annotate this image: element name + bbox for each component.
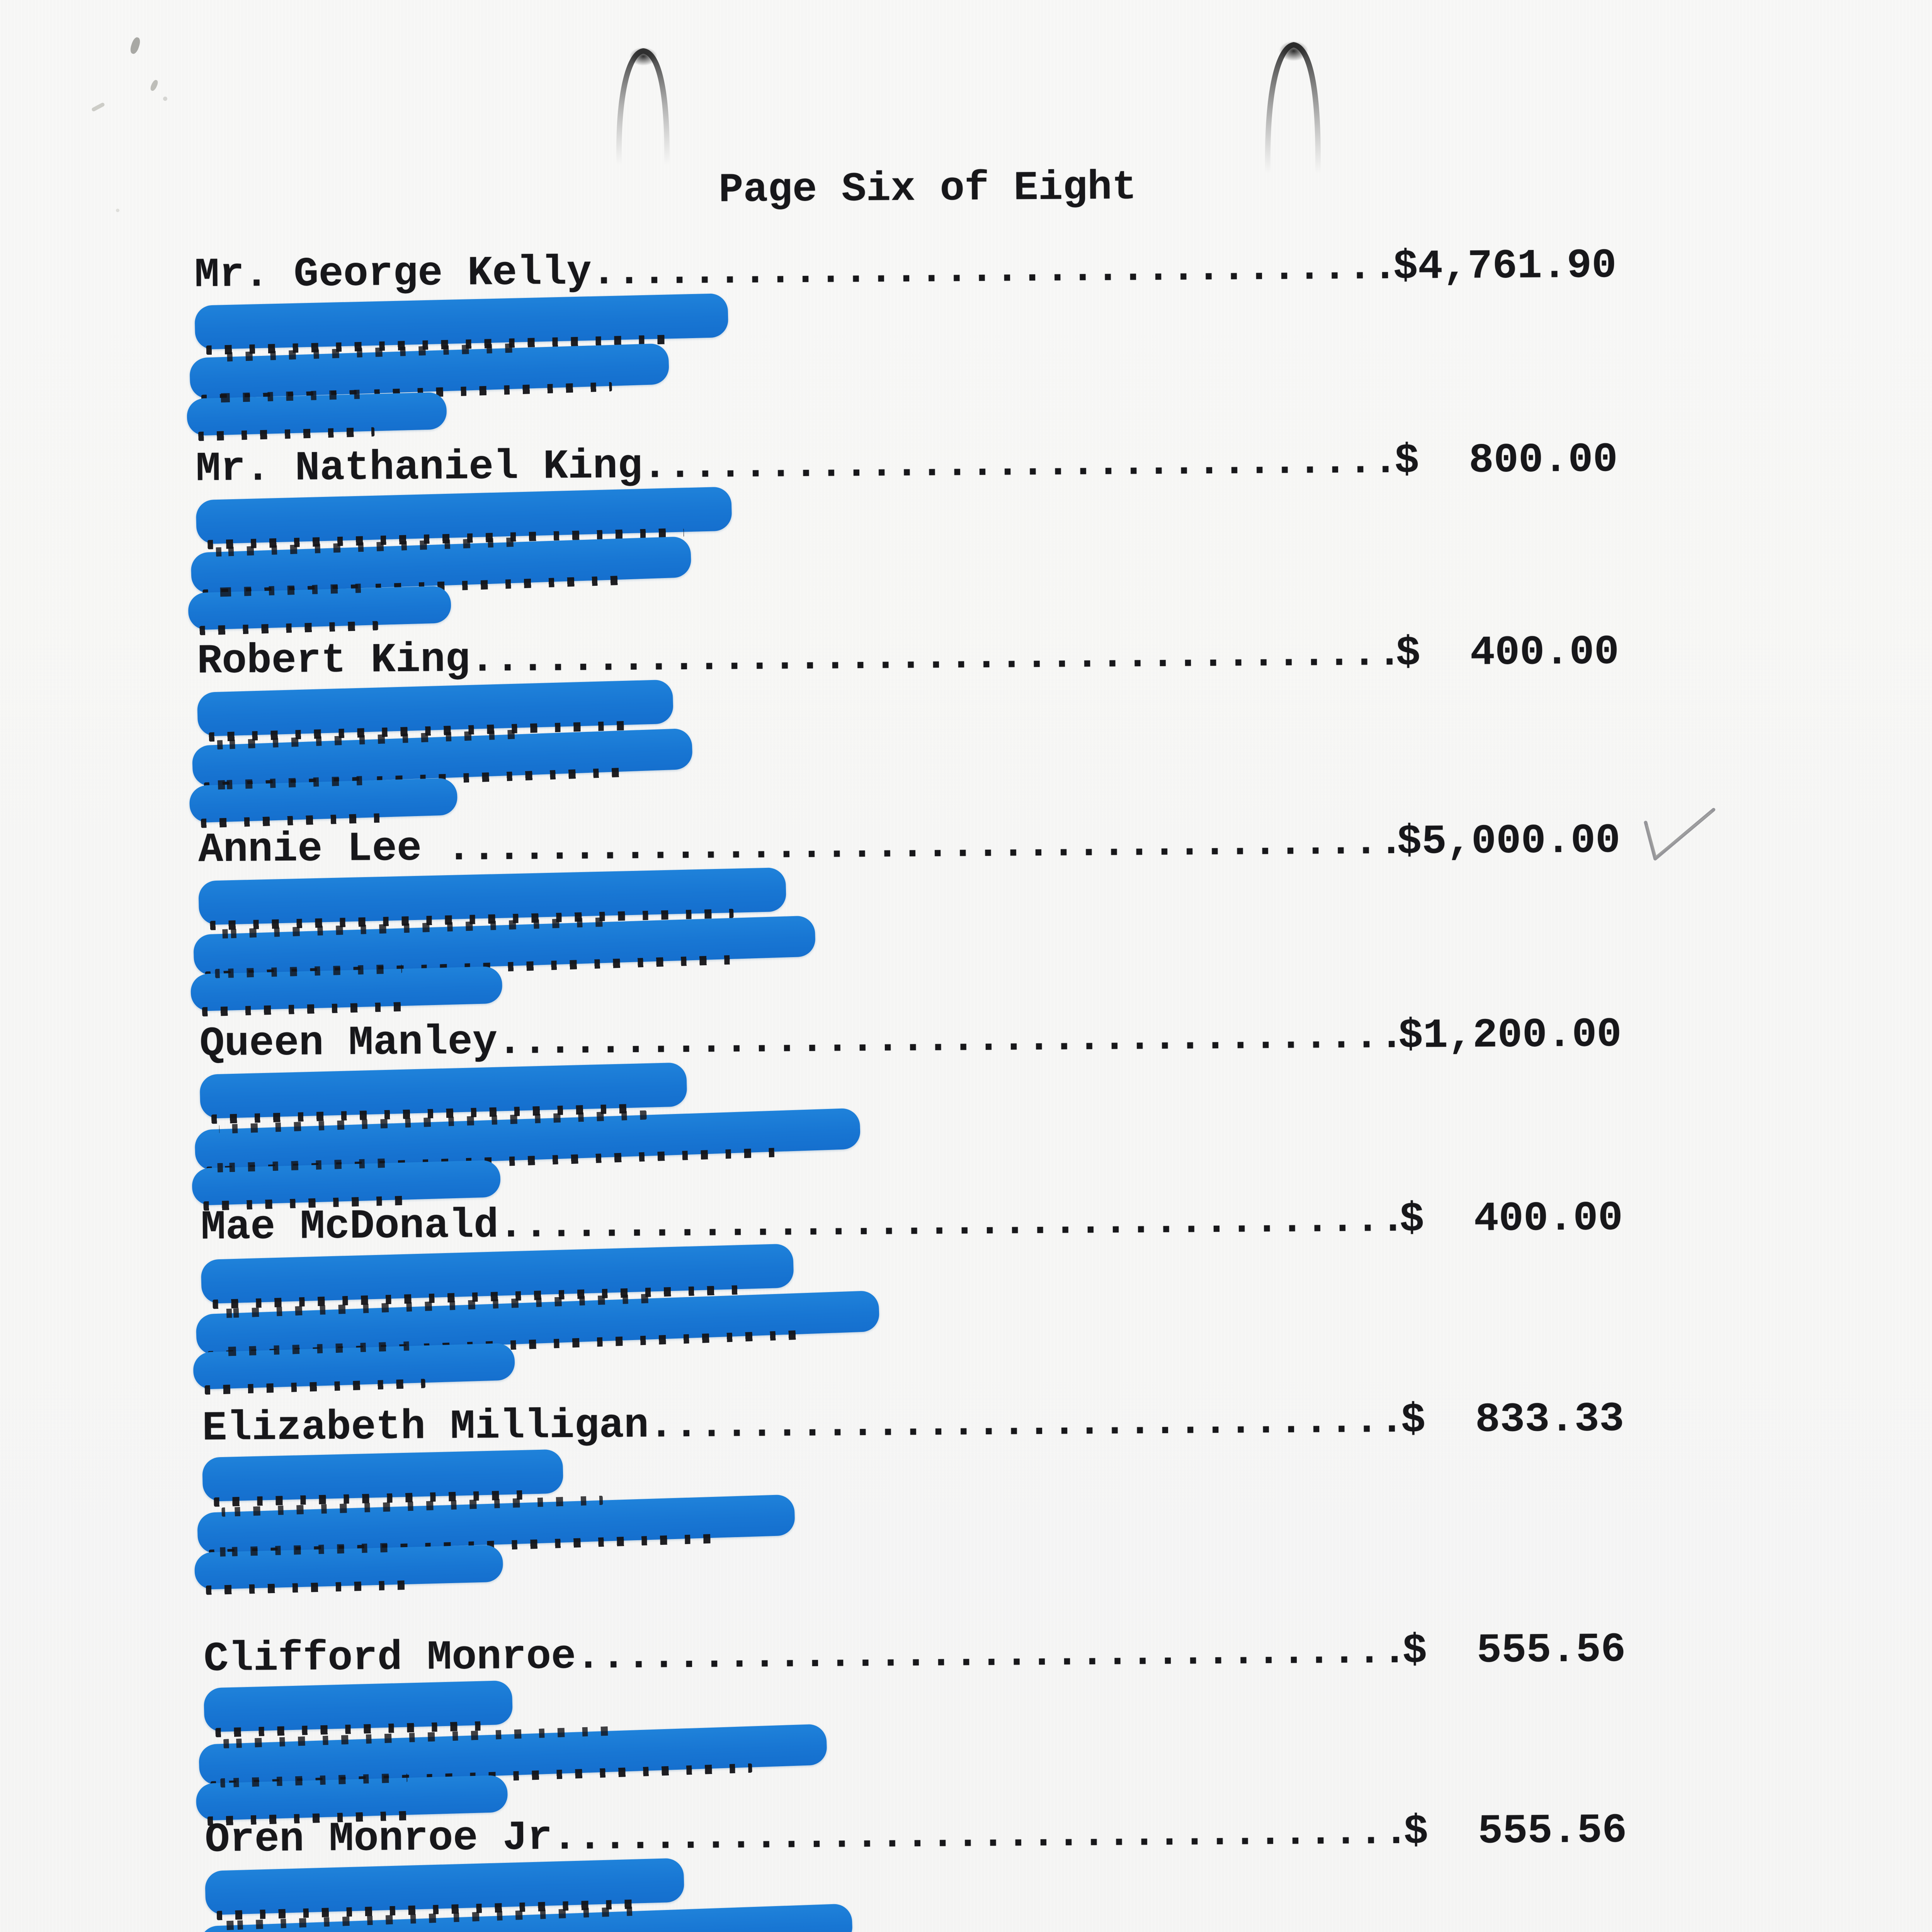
- redacted-text-fragment: [206, 1580, 417, 1595]
- redaction-bar: [192, 1341, 515, 1395]
- redacted-text-fragment: [202, 1002, 416, 1017]
- ledger-row: Annie Lee ..............................…: [198, 818, 1621, 874]
- entry-name: Oren Monroe Jr: [204, 1815, 553, 1864]
- entry-name: Robert King: [197, 636, 470, 685]
- entry-name: Queen Manley: [199, 1019, 498, 1068]
- redaction-bar: [196, 1773, 508, 1826]
- ledger-row: Elizabeth Milligan......................…: [202, 1396, 1624, 1453]
- leader-dots: ........................................…: [498, 1197, 1400, 1250]
- entry-amount: $ 555.56: [1403, 1807, 1627, 1856]
- leader-dots: ........................................…: [591, 244, 1393, 296]
- redaction-bar: [187, 583, 452, 636]
- redaction-bar: [199, 1062, 687, 1124]
- punch-hole-icon: [616, 47, 670, 196]
- redaction-bar: [189, 776, 458, 828]
- redaction-bar: [194, 1543, 503, 1595]
- entry-amount: $4,761.90: [1393, 243, 1617, 291]
- entry-amount: $ 555.56: [1402, 1626, 1626, 1675]
- leader-dots: ........................................…: [470, 631, 1396, 684]
- redaction-bar: [186, 389, 447, 441]
- redaction-bar: [198, 867, 787, 930]
- redacted-text-fragment: [199, 621, 378, 636]
- punch-hole-icon: [1265, 41, 1321, 204]
- redacted-text-fragment: [198, 427, 375, 441]
- leader-dots: ........................................…: [446, 819, 1397, 872]
- ledger-row: Queen Manley............................…: [199, 1012, 1622, 1068]
- leader-dots: ........................................…: [642, 438, 1395, 490]
- entry-name: Mr. George Kelly: [194, 249, 592, 299]
- entry-amount: $ 833.33: [1400, 1396, 1624, 1444]
- redaction-bar: [196, 486, 732, 549]
- redaction-bar: [191, 1158, 501, 1211]
- ledger-row: Robert King.............................…: [197, 629, 1619, 686]
- ledger-row: Mr. George Kelly........................…: [194, 243, 1617, 299]
- leader-dots: ........................................…: [648, 1398, 1401, 1449]
- redaction-bar: [190, 964, 503, 1017]
- entry-amount: $ 400.00: [1399, 1195, 1623, 1243]
- entry-name: Mr. Nathaniel King: [196, 443, 643, 493]
- redaction-bar: [197, 679, 674, 742]
- page-title: Page Six of Eight: [718, 164, 1137, 214]
- leader-dots: ........................................…: [552, 1809, 1404, 1862]
- entry-amount: $ 400.00: [1395, 629, 1619, 677]
- redaction-bar: [201, 1243, 794, 1309]
- leader-dots: ........................................…: [497, 1013, 1399, 1066]
- redaction-bar: [204, 1858, 685, 1920]
- entry-amount: $5,000.00: [1396, 818, 1621, 866]
- entry-name: Mae McDonald: [201, 1202, 499, 1252]
- entry-name: Clifford Monroe: [203, 1633, 576, 1683]
- ledger-row: Oren Monroe Jr..........................…: [205, 1808, 1627, 1864]
- redaction-bar: [189, 343, 670, 404]
- ledger-row: Mae McDonald............................…: [201, 1195, 1623, 1252]
- entry-name: Elizabeth Milligan: [202, 1402, 649, 1452]
- ledger-row: Mr. Nathaniel King......................…: [196, 437, 1618, 493]
- entry-amount: $ 800.00: [1394, 437, 1618, 485]
- ledger-row: Clifford Monroe.........................…: [204, 1627, 1626, 1684]
- redaction-bar: [202, 1449, 564, 1507]
- checkmark-icon: [1644, 808, 1716, 861]
- redacted-text-fragment: [204, 1379, 426, 1395]
- entry-amount: $1,200.00: [1398, 1012, 1622, 1060]
- entry-name: Annie Lee: [198, 825, 447, 874]
- redaction-bar: [194, 293, 729, 355]
- leader-dots: ........................................…: [575, 1628, 1403, 1680]
- redaction-bar: [203, 1680, 513, 1738]
